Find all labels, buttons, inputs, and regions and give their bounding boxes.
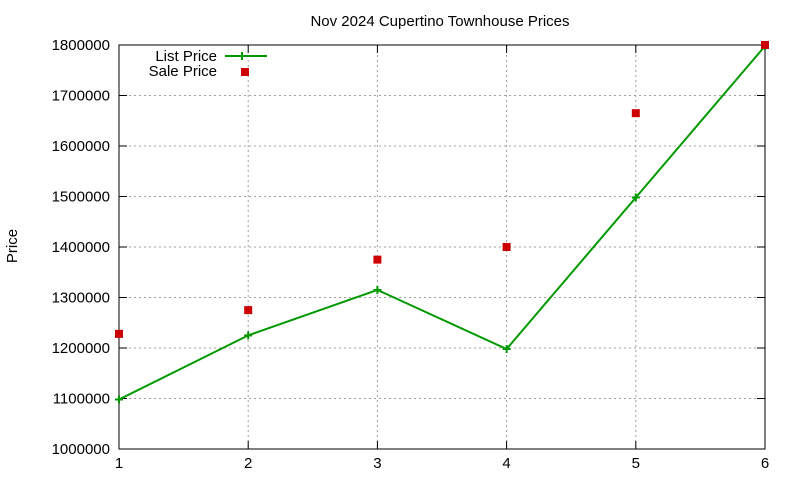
tick-labels: 1000000 1100000 1200000 1300000 1400000 15000… (52, 37, 770, 472)
y-tick-label: 1200000 (52, 340, 110, 357)
sale-price-point (761, 41, 769, 49)
y-tick-label: 1600000 (52, 138, 110, 155)
y-tick-label: 1700000 (52, 88, 110, 105)
legend-swatch-sale-price (241, 68, 249, 76)
list-price-point (502, 345, 511, 354)
chart-title: Nov 2024 Cupertino Townhouse Prices (310, 13, 569, 30)
y-tick-label: 1000000 (52, 441, 110, 458)
x-tick-label: 2 (244, 455, 252, 472)
sale-price-point (373, 255, 382, 264)
sale-price-point (244, 306, 253, 315)
y-tick-label: 1800000 (52, 37, 110, 54)
sale-price-point (115, 329, 123, 338)
series (115, 41, 769, 404)
x-tick-label: 6 (761, 455, 769, 472)
list-price-point (244, 331, 253, 340)
legend-label-sale-price: Sale Price (149, 63, 217, 80)
x-tick-label: 3 (373, 455, 381, 472)
plot-border (118, 44, 766, 450)
sale-price-point (502, 243, 511, 251)
x-tick-label: 5 (632, 455, 640, 472)
legend-label-list-price: List Price (155, 48, 217, 65)
list-price-point (373, 285, 382, 294)
y-tick-label: 1500000 (52, 189, 110, 206)
x-tick-label: 4 (502, 455, 510, 472)
list-price-point (631, 193, 640, 202)
y-tick-label: 1400000 (52, 239, 110, 256)
y-tick-label: 1100000 (53, 391, 110, 408)
y-axis-label: Price (4, 229, 21, 263)
list-price-line (118, 45, 766, 401)
list-price-point (115, 395, 123, 404)
sale-price-point (631, 109, 640, 118)
y-tick-label: 1300000 (52, 290, 110, 307)
x-tick-label: 1 (115, 455, 123, 472)
grid (119, 45, 765, 449)
legend: List Price Sale Price (149, 48, 267, 80)
